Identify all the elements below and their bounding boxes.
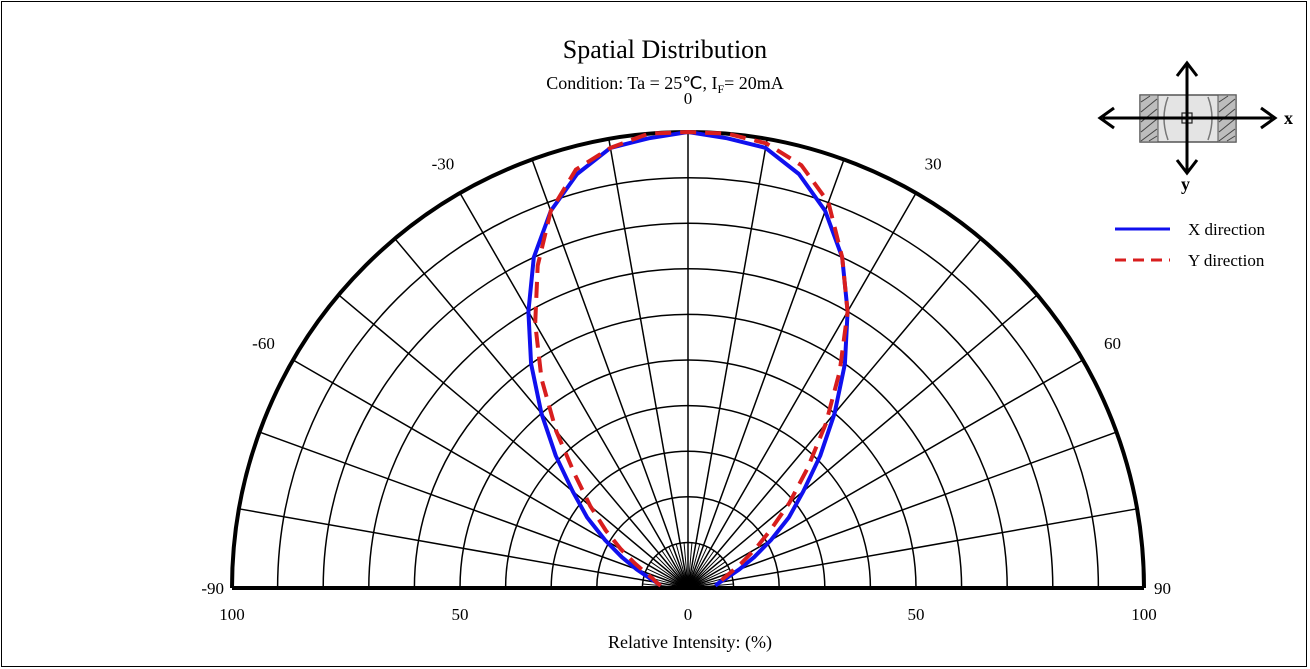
grid-inner-radial bbox=[687, 550, 715, 589]
grid-inner-radial bbox=[675, 543, 689, 589]
angle-tick-label: 30 bbox=[925, 155, 942, 174]
angle-tick-label: -30 bbox=[432, 155, 455, 174]
radial-tick-label: 50 bbox=[452, 605, 469, 624]
grid-inner-radial bbox=[687, 543, 701, 589]
grid-inner-radial bbox=[655, 555, 689, 589]
grid-inner-radial bbox=[683, 542, 689, 589]
series-layer bbox=[526, 130, 850, 588]
radial-tick-label: 100 bbox=[219, 605, 245, 624]
chart-subtitle-prefix: Condition: Ta = 25℃, I bbox=[546, 73, 717, 93]
grid-radial-line bbox=[608, 138, 689, 589]
series-line-y-direction bbox=[533, 130, 850, 588]
radial-tick-label: 100 bbox=[1131, 605, 1157, 624]
legend: X direction Y direction bbox=[1115, 220, 1265, 270]
y-arrow-bottom-head bbox=[1175, 159, 1199, 176]
chart-title: Spatial Distribution bbox=[563, 35, 767, 64]
x-arrow-left-head bbox=[1097, 106, 1115, 130]
angle-tick-label: 0 bbox=[684, 89, 693, 108]
grid-inner-radial bbox=[687, 561, 726, 589]
grid-radial-line bbox=[338, 294, 689, 589]
grid-radial-line bbox=[238, 508, 689, 589]
grid-radial-line bbox=[687, 359, 1084, 589]
grid-inner-radial bbox=[650, 561, 689, 589]
led-right-hatch bbox=[1218, 95, 1236, 142]
grid-radial-line bbox=[459, 192, 689, 589]
legend-y-direction-label: Y direction bbox=[1188, 251, 1265, 270]
x-axis-letter: x bbox=[1284, 108, 1293, 128]
grid-radial-line bbox=[687, 159, 845, 589]
grid-radial-line bbox=[687, 508, 1138, 589]
grid-inner-radial bbox=[687, 555, 721, 589]
chart-subtitle: Condition: Ta = 25℃, IF= 20mA bbox=[546, 73, 784, 96]
grid-inner-radial bbox=[687, 542, 693, 589]
angle-tick-label: 90 bbox=[1154, 579, 1171, 598]
angle-tick-label: -90 bbox=[201, 579, 224, 598]
grid-inner-radial bbox=[687, 568, 730, 589]
radial-tick-label: 50 bbox=[908, 605, 925, 624]
y-axis-letter: y bbox=[1181, 174, 1190, 194]
y-arrow-top-head bbox=[1175, 60, 1199, 77]
orientation-diagram: x y bbox=[1097, 60, 1293, 194]
tick-labels: -90 -60 -30 0 30 60 90 100 50 0 50 100 bbox=[201, 89, 1171, 624]
grid-inner-radial bbox=[646, 568, 689, 589]
grid-inner-radial bbox=[687, 546, 708, 589]
radial-tick-label: 0 bbox=[684, 605, 693, 624]
grid-inner-radial bbox=[661, 550, 689, 589]
grid-radial-line bbox=[687, 138, 768, 589]
x-axis-label: Relative Intensity: (%) bbox=[608, 632, 772, 653]
led-left-hatch bbox=[1140, 95, 1158, 142]
legend-x-direction-label: X direction bbox=[1188, 220, 1265, 239]
grid-inner-radial bbox=[668, 546, 689, 589]
angle-tick-label: 60 bbox=[1104, 334, 1121, 353]
grid-radial-line bbox=[259, 431, 689, 589]
grid-radial-line bbox=[687, 431, 1117, 589]
chart-subtitle-suffix: = 20mA bbox=[724, 73, 784, 93]
grid-radial-line bbox=[687, 192, 917, 589]
grid-radial-line bbox=[687, 294, 1038, 589]
x-arrow-right-head bbox=[1260, 106, 1278, 130]
polar-grid bbox=[230, 130, 1146, 590]
grid-radial-line bbox=[531, 159, 689, 589]
chart-subtitle-subscript: F bbox=[717, 82, 724, 96]
angle-tick-label: -60 bbox=[252, 334, 275, 353]
